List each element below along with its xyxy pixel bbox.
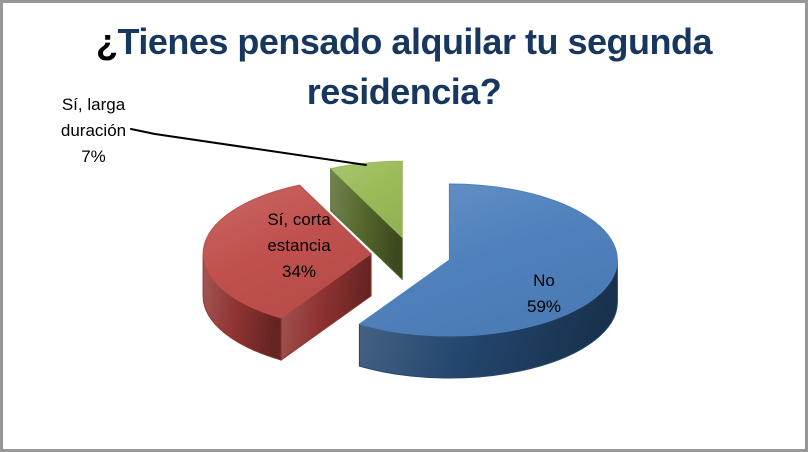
slice-label-line: No [533, 271, 555, 290]
slice-label-percent: 34% [281, 262, 317, 281]
slice-label-line: duración [60, 121, 127, 140]
slice-label-line: Sí, larga [61, 95, 126, 114]
pie-3d-chart [130, 128, 618, 379]
slice-label-line: estancia [267, 236, 331, 255]
pie-slice-si-larga-duracion-top [329, 160, 403, 239]
slice-label-percent: 7% [81, 147, 106, 166]
slice-label-no: No 59% [484, 268, 604, 320]
chart-title-inner: ¿Tienes pensado alquilar tu segunda resi… [54, 17, 754, 117]
slice-label-line: Sí, corta [267, 210, 331, 229]
chart-title-prefix: ¿ [96, 21, 118, 62]
slice-label-percent: 59% [526, 297, 562, 316]
pie-slice-si-corta-estancia-top [202, 184, 372, 319]
slice-label-si-larga-duracion: Sí, larga duración 7% [36, 92, 151, 170]
label-leader-line [130, 128, 367, 166]
chart-title-text: Tienes pensado alquilar tu segunda resid… [117, 21, 713, 112]
pie-slice-no-top [358, 183, 618, 337]
chart-title: ¿Tienes pensado alquilar tu segunda resi… [3, 17, 805, 117]
slice-label-si-corta-estancia: Sí, corta estancia 34% [234, 207, 364, 285]
